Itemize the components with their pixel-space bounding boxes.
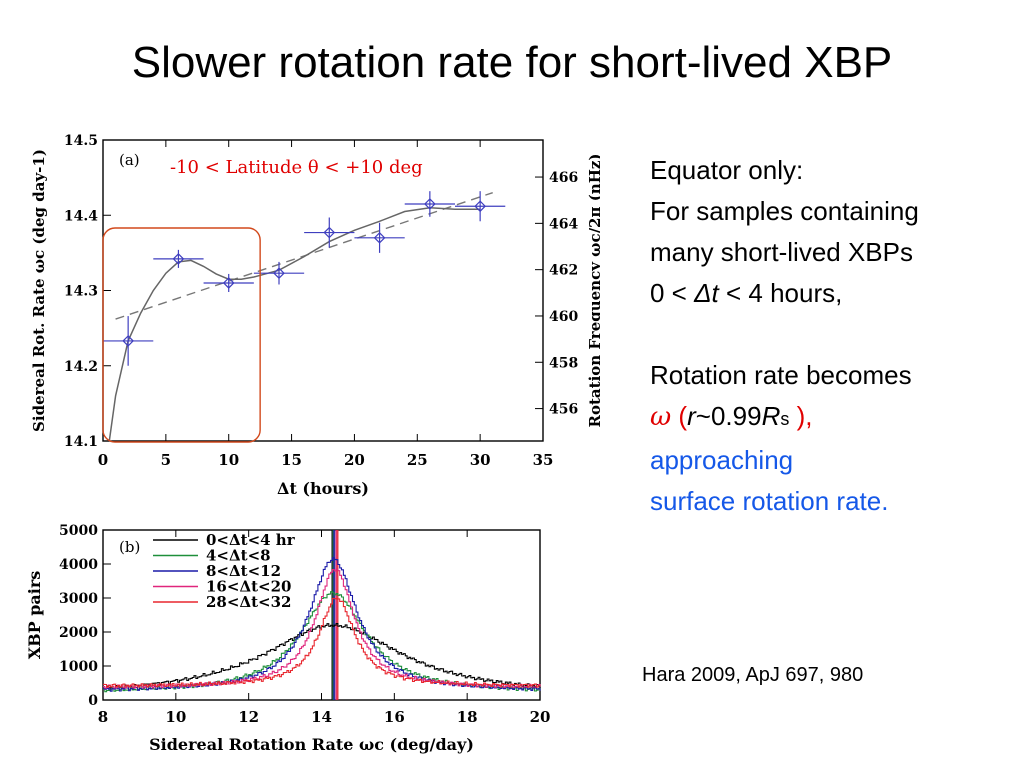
data-point-6 bbox=[424, 198, 436, 210]
y-tick-label-b-5000: 5000 bbox=[59, 523, 98, 539]
legend-label-0: 0<Δt<4 hr bbox=[206, 531, 296, 549]
notes-line-range: 0 < Δt < 4 hours, bbox=[650, 273, 1022, 314]
y2-tick-label-a-458: 458 bbox=[549, 355, 578, 371]
y-tick-label-a-14.5: 14.5 bbox=[64, 133, 98, 149]
notes-line-short-lived: many short-lived XBPs bbox=[650, 237, 913, 267]
data-point-7 bbox=[474, 200, 486, 213]
y-tick-label-b-4000: 4000 bbox=[59, 557, 98, 573]
data-point-2 bbox=[222, 277, 235, 289]
y-axis-label-a: Sidereal Rot. Rate ωc (deg day-1) bbox=[30, 149, 48, 432]
x-axis-label-b: Sidereal Rotation Rate ωc (deg/day) bbox=[149, 735, 474, 754]
histogram-series-4 bbox=[103, 597, 541, 688]
x-axis-label-a: Δt (hours) bbox=[277, 479, 369, 498]
panel-label-a: (a) bbox=[119, 151, 140, 169]
x-tick-label-b-10: 10 bbox=[165, 708, 186, 726]
notes-line-samples: For samples containing bbox=[650, 196, 919, 226]
histogram-series-2 bbox=[103, 557, 541, 692]
y-tick-label-a-14.3: 14.3 bbox=[64, 284, 98, 300]
short-lived-highlight-box bbox=[102, 227, 261, 443]
x-tick-label-a-35: 35 bbox=[533, 451, 554, 469]
y-tick-label-b-3000: 3000 bbox=[59, 591, 98, 607]
data-point-1 bbox=[172, 253, 185, 265]
notes-line-surface: surface rotation rate. bbox=[650, 486, 889, 516]
y-tick-label-b-1000: 1000 bbox=[59, 659, 98, 675]
notes-range-start: 0 < bbox=[650, 278, 695, 308]
notes-paren-open: ( bbox=[671, 401, 688, 431]
x-tick-label-b-12: 12 bbox=[238, 708, 259, 726]
x-tick-label-b-20: 20 bbox=[530, 708, 551, 726]
x-tick-label-a-15: 15 bbox=[281, 451, 302, 469]
legend-label-4: 28<Δt<32 bbox=[206, 593, 291, 611]
y-tick-label-a-14.2: 14.2 bbox=[64, 359, 98, 375]
x-tick-label-b-14: 14 bbox=[311, 708, 332, 726]
slide-title: Slower rotation rate for short-lived XBP bbox=[131, 38, 893, 87]
legend-label-3: 16<Δt<20 bbox=[206, 578, 291, 596]
notes-r: r bbox=[687, 401, 696, 431]
x-tick-label-a-25: 25 bbox=[407, 451, 428, 469]
notes-spacer bbox=[650, 314, 1022, 355]
notes-line-rotation: Rotation rate becomes bbox=[650, 360, 912, 390]
notes-paren-close: ), bbox=[789, 401, 813, 431]
chart-b-rotation-histogram: 8 10 12 14 16 18 20 0 1000 2000 3000 4000 5000 Sidere… bbox=[25, 523, 551, 754]
y2-tick-label-a-462: 462 bbox=[549, 263, 578, 279]
notes-line-equator: Equator only: bbox=[650, 155, 804, 185]
histogram-series-0 bbox=[103, 622, 541, 690]
notes-approx: ~0.99 bbox=[695, 401, 762, 431]
y2-tick-label-a-464: 464 bbox=[549, 216, 578, 232]
y-axis-label-b: XBP pairs bbox=[25, 571, 44, 660]
notes-line-approaching: approaching bbox=[650, 445, 794, 475]
y2-tick-label-a-466: 466 bbox=[549, 170, 578, 186]
data-point-3 bbox=[273, 267, 285, 280]
latitude-annotation: -10 < Latitude θ < +10 deg bbox=[170, 157, 423, 178]
data-point-5 bbox=[373, 231, 386, 244]
y-tick-label-b-0: 0 bbox=[88, 693, 98, 709]
notes-range-dt: Δt bbox=[694, 278, 719, 308]
notes-panel: Equator only: For samples containing man… bbox=[650, 150, 1022, 522]
notes-R: R bbox=[761, 401, 781, 431]
y2-axis-label-a: Rotation Frequency ωc/2π (nHz) bbox=[586, 154, 600, 428]
y2-tick-label-a-460: 460 bbox=[549, 309, 578, 325]
data-point-4 bbox=[323, 226, 336, 239]
legend-label-2: 8<Δt<12 bbox=[206, 562, 281, 580]
x-tick-label-a-10: 10 bbox=[218, 451, 239, 469]
legend-label-1: 4<Δt<8 bbox=[206, 547, 271, 565]
data-point-0 bbox=[122, 335, 134, 347]
histogram-series-1 bbox=[103, 591, 541, 693]
y-tick-label-b-2000: 2000 bbox=[59, 625, 98, 641]
y2-tick-label-a-456: 456 bbox=[549, 402, 578, 418]
notes-line-omega: ω (r~0.99Rs ), bbox=[650, 396, 1022, 440]
x-tick-label-a-5: 5 bbox=[161, 451, 171, 469]
x-tick-label-b-18: 18 bbox=[457, 708, 478, 726]
x-tick-label-a-0: 0 bbox=[98, 451, 108, 469]
x-tick-label-a-20: 20 bbox=[344, 451, 365, 469]
notes-range-end: < 4 hours, bbox=[718, 278, 843, 308]
panel-label-b: (b) bbox=[119, 538, 140, 556]
chart-a-rotation-vs-lifetime: 0 5 10 15 20 25 30 35 14.1 14.2 14.3 14.4 14.5 456 458… bbox=[30, 133, 600, 498]
x-tick-label-b-16: 16 bbox=[384, 708, 405, 726]
y-tick-label-a-14.4: 14.4 bbox=[64, 208, 98, 224]
smooth-fit-curve bbox=[108, 206, 481, 442]
x-tick-label-a-30: 30 bbox=[470, 451, 491, 469]
x-tick-label-b-8: 8 bbox=[98, 708, 108, 726]
notes-s: s bbox=[780, 409, 790, 429]
y-tick-label-a-14.1: 14.1 bbox=[64, 434, 98, 450]
notes-omega-symbol: ω bbox=[650, 402, 672, 432]
citation: Hara 2009, ApJ 697, 980 bbox=[642, 664, 864, 686]
